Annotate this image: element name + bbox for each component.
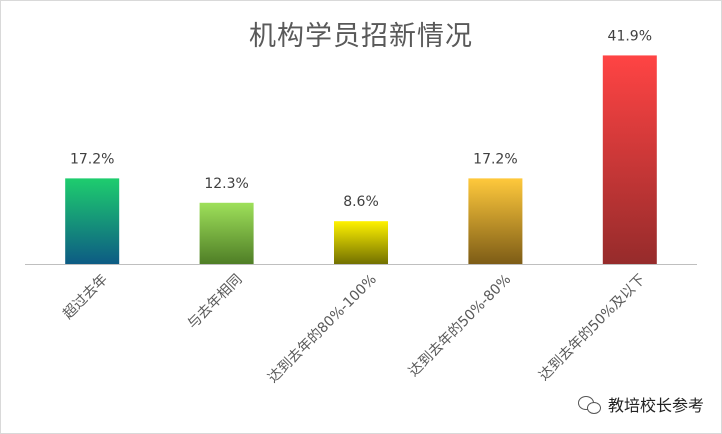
category-label-4: 达到去年的50%-80%	[406, 272, 514, 380]
data-label-2: 12.3%	[204, 176, 248, 192]
watermark-text: 教培校长参考	[607, 396, 704, 415]
chart-title: 机构学员招新情况	[249, 21, 473, 52]
bar-3	[334, 221, 388, 264]
wechat-icon	[577, 394, 602, 414]
data-label-5: 41.9%	[608, 28, 652, 44]
data-label-4: 17.2%	[473, 151, 517, 167]
bar-2	[199, 202, 254, 264]
category-label-5: 达到去年的50%及以下	[536, 272, 649, 385]
bar-4	[468, 178, 523, 264]
data-label-3: 8.6%	[343, 194, 379, 210]
watermark: 教培校长参考	[577, 392, 704, 416]
bar-1	[65, 178, 120, 264]
category-label-2: 与去年相同	[185, 272, 246, 333]
data-label-1: 17.2%	[70, 151, 114, 167]
category-label-1: 超过去年	[60, 272, 111, 323]
bar-5	[602, 55, 657, 265]
category-label-3: 达到去年的80%-100%	[265, 272, 380, 387]
